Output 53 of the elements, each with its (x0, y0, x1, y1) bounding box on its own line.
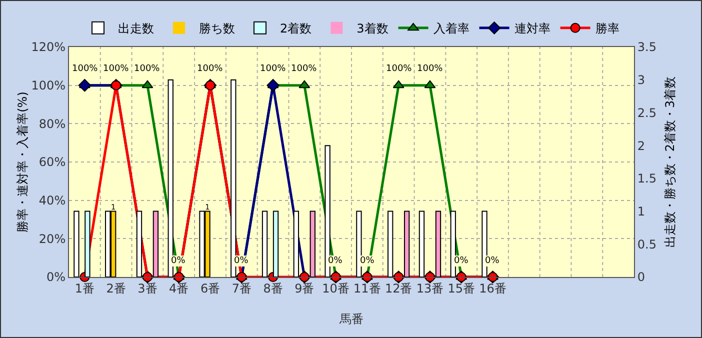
x-axis-title: 馬番 (338, 312, 364, 326)
legend-label: 2着数 (280, 22, 312, 36)
y-tick-label: 100% (31, 78, 66, 93)
data-label: 100% (291, 64, 318, 74)
legend-label: 連対率 (514, 22, 550, 36)
x-tick-label: 4番 (169, 281, 189, 296)
data-label: 0% (328, 256, 343, 266)
y-axis-title: 勝率・連対率・入着率(%) (15, 92, 30, 232)
x-tick-label: 6番 (200, 281, 220, 296)
y2-tick-label: 3 (637, 73, 646, 88)
y2-tick-label: 1 (637, 204, 646, 218)
y-tick-label: 60% (38, 155, 66, 170)
y2-axis-title: 出走数・勝ち数・2着数・3着数 (663, 76, 677, 248)
data-label: 100% (103, 64, 130, 74)
x-tick-label: 8番 (263, 281, 283, 296)
data-label: 0% (485, 256, 500, 266)
x-tick-label: 2番 (106, 281, 126, 296)
x-tick-label: 10番 (322, 281, 350, 296)
y2-tick-label: 0.5 (637, 237, 656, 252)
y-tick-label: 40% (38, 194, 66, 208)
x-tick-label: 13番 (416, 281, 444, 296)
x-tick-label: 7番 (232, 281, 252, 296)
y2-tick-label: 0 (637, 270, 646, 284)
data-label: 0% (360, 256, 375, 266)
y-tick-label: 120% (31, 40, 66, 54)
legend-label: 入着率 (433, 22, 470, 36)
data-label: 100% (260, 64, 286, 74)
data-label: 100% (386, 64, 412, 74)
legend-label: 3着数 (356, 22, 388, 36)
data-label: 100% (134, 64, 160, 74)
data-label: 100% (72, 64, 98, 74)
y-tick-label: 20% (38, 232, 66, 246)
data-label: 0% (171, 256, 186, 266)
data-label: 100% (197, 64, 224, 74)
data-label: 0% (454, 256, 469, 266)
x-tick-label: 12番 (384, 281, 412, 296)
legend-label: 勝率 (595, 22, 620, 36)
x-tick-label: 11番 (354, 281, 381, 296)
x-tick-label: 1番 (74, 281, 95, 296)
data-label: 0% (234, 256, 249, 266)
legend-label: 出走数 (118, 22, 154, 36)
y2-tick-label: 3.5 (637, 40, 656, 54)
y2-tick-label: 1.5 (637, 172, 656, 186)
x-tick-label: 9番 (294, 281, 314, 296)
data-label: 100% (417, 64, 444, 74)
y-tick-label: 0% (46, 270, 66, 284)
x-tick-label: 15番 (448, 281, 475, 296)
x-tick-label: 3番 (138, 281, 158, 296)
x-tick-label: 16番 (479, 281, 506, 296)
legend-label: 勝ち数 (199, 22, 235, 36)
y2-tick-label: 2.5 (637, 106, 656, 120)
y-tick-label: 80% (38, 116, 66, 131)
y2-tick-label: 2 (637, 138, 646, 153)
